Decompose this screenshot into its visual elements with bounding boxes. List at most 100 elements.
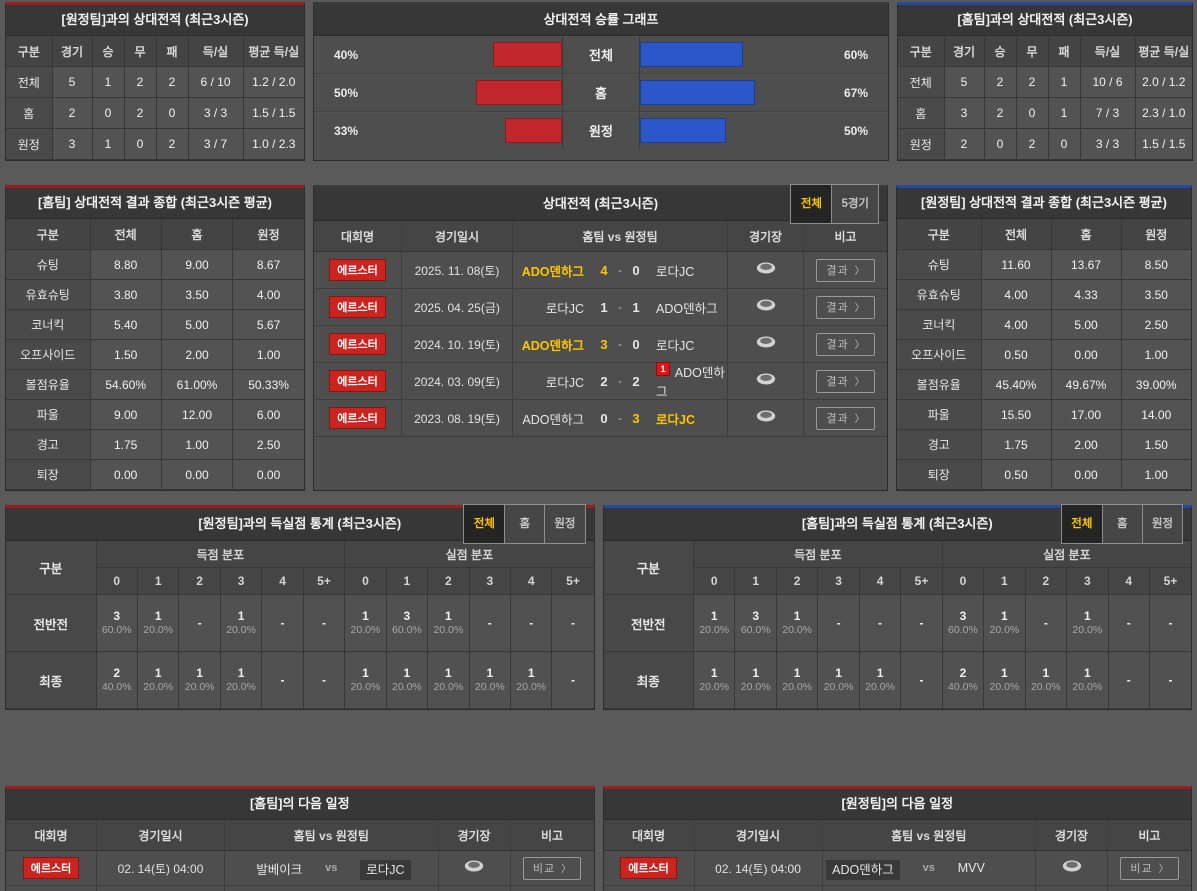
col-header: 4 — [858, 567, 902, 595]
col-header: 득/실 — [1079, 36, 1136, 67]
table-row: 유효슈팅 4.00 4.33 3.50 — [897, 279, 1191, 310]
league-badge: 에르스터 — [329, 370, 386, 392]
score-dash: - — [618, 411, 622, 425]
dist-cell: - — [551, 594, 594, 652]
cell: 1.00 — [232, 339, 304, 370]
cell: 8.80 — [89, 249, 162, 280]
panel-title-text: [원정팀]과의 득실점 통계 (최근3시즌) — [198, 516, 402, 531]
percent: 20.0% — [699, 681, 730, 693]
match-history-tabs: 전체 5경기 — [790, 184, 879, 224]
row-label: 원정 — [898, 128, 945, 160]
cell: 1 — [91, 66, 125, 98]
count: - — [570, 672, 575, 687]
compare-button[interactable]: 비교 〉 — [522, 856, 582, 880]
right-percent: 60% — [843, 47, 868, 62]
schedule-row: [홈팀]의 다음 일정 대회명 경기일시 홈팀 vs 원정팀 경기장 비고 에르… — [5, 786, 1192, 891]
tab-all[interactable]: 전체 — [1061, 505, 1102, 543]
col-header: 경기장 — [437, 820, 510, 850]
stadium-icon[interactable] — [463, 858, 485, 878]
dist-cell: 1 20.0% — [219, 594, 263, 652]
result-button[interactable]: 결과 〉 — [816, 295, 875, 319]
col-header: 3 — [817, 567, 860, 595]
tab-away[interactable]: 원정 — [544, 505, 585, 543]
dist-cell: - — [1148, 594, 1191, 652]
col-header: 4 — [1107, 567, 1150, 595]
dist-cell: - — [551, 651, 594, 709]
result-button[interactable]: 결과 〉 — [816, 406, 875, 430]
home-team: ADO덴하그 — [521, 338, 584, 353]
tab-all[interactable]: 전체 — [464, 505, 505, 543]
match-date: 2025. 11. 08(토) — [414, 263, 500, 278]
count: 1 — [486, 666, 494, 680]
chart-row: 40% 전체 60% — [314, 36, 888, 74]
table-row: 볼점유율 54.60% 61.00% 50.33% — [6, 369, 304, 400]
dist-cell: - — [302, 651, 346, 709]
tab-all[interactable]: 전체 — [791, 185, 832, 223]
cell: 2.50 — [232, 429, 304, 460]
col-header: 3 — [1066, 567, 1109, 595]
stadium-icon[interactable] — [755, 297, 777, 317]
score-dash: - — [618, 337, 622, 351]
schedule-row-item: 에르스터 02. 22(일) 20:15 로다JC vs MVV 비교〉 — [6, 886, 594, 891]
dist-cell: - — [510, 594, 553, 652]
dist-cell: 1 20.0% — [136, 594, 180, 652]
panel-title: 상대전적 (최근3시즌) 전체 5경기 — [314, 184, 887, 224]
home-team: ADO덴하그 — [522, 412, 584, 427]
compare-button[interactable]: 비교 〉 — [1120, 856, 1179, 880]
count: 3 — [113, 609, 121, 623]
stadium-icon[interactable] — [755, 334, 777, 354]
result-button[interactable]: 결과 〉 — [816, 369, 875, 393]
home-win-bar — [505, 118, 562, 143]
away-win-bar — [640, 80, 756, 105]
away-win-bar — [640, 118, 726, 143]
count: 1 — [362, 666, 369, 680]
tab-away[interactable]: 원정 — [1141, 505, 1182, 543]
result-label: 결과 — [826, 301, 849, 314]
header-row: 구분 전체 홈 원정 — [6, 219, 304, 250]
tab-home[interactable]: 홈 — [504, 505, 545, 543]
result-button[interactable]: 결과 〉 — [816, 258, 875, 282]
row-label: 경고 — [6, 429, 91, 460]
percent: 20.0% — [143, 681, 174, 693]
count: 1 — [1042, 666, 1050, 680]
panel-home-schedule: [홈팀]의 다음 일정 대회명 경기일시 홈팀 vs 원정팀 경기장 비고 에르… — [5, 786, 595, 891]
stadium-icon[interactable] — [755, 371, 777, 391]
col-header: 0 — [96, 567, 138, 595]
panel-title-text: [홈팀]과의 득실점 통계 (최근3시즌) — [801, 516, 993, 531]
percent: 20.0% — [823, 681, 854, 693]
tab-last5[interactable]: 5경기 — [831, 185, 878, 223]
col-header: 1 — [734, 567, 777, 595]
count: - — [487, 615, 492, 630]
header-row: 0 1 2 3 4 5+ 0 1 2 3 4 5+ — [604, 567, 1191, 595]
away-score: 3 — [632, 410, 640, 426]
count: - — [919, 615, 924, 630]
stadium-icon[interactable] — [755, 260, 777, 280]
cell: 10 / 6 — [1079, 66, 1136, 98]
away-team: 1 ADO덴하그 — [644, 361, 727, 400]
dist-cell: 1 20.0% — [178, 651, 221, 709]
count: 1 — [237, 666, 245, 680]
percent: 20.0% — [350, 624, 381, 636]
col-header: 패 — [155, 36, 189, 67]
percent: 20.0% — [1030, 681, 1061, 693]
stadium-icon[interactable] — [1061, 858, 1083, 878]
count: 1 — [752, 666, 760, 680]
table-row: 퇴장 0.50 0.00 1.00 — [897, 459, 1191, 490]
percent: 20.0% — [184, 681, 215, 693]
result-label: 결과 — [826, 338, 849, 351]
match-date: 02. 14(토) 04:00 — [715, 861, 801, 876]
header-row: 구분 경기 승 무 패 득/실 평균 득/실 — [6, 36, 304, 67]
col-header: 경기일시 — [401, 221, 512, 251]
dist-cell: 1 20.0% — [344, 594, 387, 652]
stadium-icon[interactable] — [755, 408, 777, 428]
result-button[interactable]: 결과 〉 — [816, 332, 875, 356]
tab-home[interactable]: 홈 — [1101, 505, 1142, 543]
league-badge: 에르스터 — [620, 857, 677, 879]
panel-away-schedule: [원정팀]의 다음 일정 대회명 경기일시 홈팀 vs 원정팀 경기장 비고 에… — [602, 786, 1192, 891]
cell: 1.5 / 1.5 — [1134, 128, 1192, 160]
cell: 2 — [1015, 128, 1049, 160]
col-header: 원정 — [1120, 219, 1191, 250]
col-header: 경기 — [943, 36, 985, 67]
home-score: 1 — [600, 299, 608, 315]
